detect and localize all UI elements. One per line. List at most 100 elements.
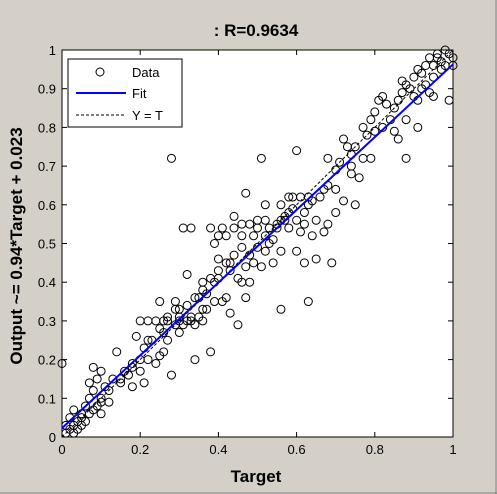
data-point bbox=[448, 60, 458, 70]
data-point bbox=[276, 200, 286, 210]
data-point bbox=[57, 358, 67, 368]
legend[interactable]: Data Fit Y = T bbox=[67, 58, 183, 128]
data-point bbox=[389, 126, 399, 136]
data-point bbox=[80, 401, 90, 411]
data-point bbox=[84, 378, 94, 388]
data-point bbox=[327, 258, 337, 268]
data-point bbox=[127, 382, 137, 392]
data-point bbox=[155, 297, 165, 307]
data-point bbox=[229, 250, 239, 260]
data-point bbox=[401, 153, 411, 163]
data-point bbox=[389, 103, 399, 113]
data-point bbox=[264, 239, 274, 248]
data-point bbox=[299, 219, 309, 229]
data-point bbox=[428, 91, 438, 101]
data-point bbox=[428, 60, 438, 70]
data-point bbox=[370, 126, 380, 136]
data-point bbox=[241, 262, 251, 272]
data-point bbox=[303, 297, 313, 307]
data-point bbox=[307, 196, 317, 206]
data-point bbox=[405, 84, 415, 94]
data-point bbox=[151, 358, 161, 368]
data-point bbox=[96, 393, 106, 403]
data-point bbox=[155, 324, 165, 334]
data-point bbox=[163, 316, 173, 326]
data-point bbox=[292, 146, 302, 156]
data-point bbox=[198, 316, 208, 326]
data-point bbox=[428, 72, 438, 82]
data-point bbox=[241, 293, 251, 303]
data-point bbox=[307, 231, 317, 241]
data-point bbox=[409, 72, 419, 82]
data-point bbox=[366, 153, 376, 163]
data-point bbox=[127, 358, 137, 368]
data-point bbox=[280, 215, 290, 225]
data-point bbox=[276, 246, 286, 256]
data-point bbox=[237, 242, 247, 252]
data-point bbox=[190, 355, 200, 365]
y-tick-label: 0.9 bbox=[38, 82, 56, 97]
data-point bbox=[323, 153, 333, 163]
data-point bbox=[299, 208, 309, 218]
legend-data-marker bbox=[95, 67, 105, 77]
data-point bbox=[112, 347, 122, 357]
data-point bbox=[378, 91, 388, 101]
data-point bbox=[182, 300, 192, 310]
data-point bbox=[233, 320, 243, 330]
data-point bbox=[311, 215, 321, 225]
data-point bbox=[241, 188, 251, 198]
data-point bbox=[358, 122, 368, 132]
data-point bbox=[206, 347, 216, 357]
data-point bbox=[253, 215, 262, 225]
y-tick-label: 0.4 bbox=[38, 275, 56, 290]
data-point bbox=[393, 95, 403, 105]
data-point bbox=[96, 397, 106, 407]
data-point bbox=[186, 316, 196, 326]
chart-title: : R=0.9634 bbox=[214, 21, 299, 40]
data-point bbox=[163, 335, 173, 345]
data-point bbox=[432, 49, 442, 59]
data-point bbox=[202, 289, 212, 299]
data-point bbox=[256, 262, 266, 272]
data-point bbox=[123, 370, 133, 380]
data-point bbox=[88, 362, 98, 372]
data-point bbox=[229, 211, 239, 221]
data-point bbox=[116, 378, 126, 388]
data-point bbox=[366, 115, 376, 125]
data-point bbox=[186, 223, 196, 233]
x-tick-label: 0.8 bbox=[366, 442, 384, 457]
data-point bbox=[292, 246, 302, 256]
data-point bbox=[370, 107, 380, 117]
data-point bbox=[96, 366, 106, 376]
legend-fit-label: Fit bbox=[132, 86, 147, 101]
x-tick-label: 0 bbox=[58, 442, 65, 457]
data-point bbox=[92, 374, 102, 384]
data-point bbox=[159, 316, 169, 326]
data-point bbox=[315, 192, 325, 202]
data-point bbox=[174, 316, 184, 326]
data-point bbox=[198, 304, 208, 314]
data-point bbox=[397, 88, 407, 98]
data-point bbox=[77, 413, 87, 423]
data-point bbox=[237, 277, 247, 287]
data-point bbox=[202, 304, 212, 314]
data-point bbox=[213, 254, 223, 264]
y-tick-label: 0.1 bbox=[38, 391, 56, 406]
data-point bbox=[260, 200, 270, 210]
data-point bbox=[253, 242, 262, 252]
data-point bbox=[206, 223, 216, 233]
data-point bbox=[245, 219, 255, 229]
data-point bbox=[284, 223, 294, 233]
y-tick-label: 0.7 bbox=[38, 159, 56, 174]
data-point bbox=[354, 173, 364, 183]
fit-line bbox=[61, 63, 454, 429]
x-tick-label: 0.6 bbox=[288, 442, 306, 457]
y-tick-label: 0.2 bbox=[38, 353, 56, 368]
y-tick-label: 0.6 bbox=[38, 198, 56, 213]
data-point bbox=[139, 378, 149, 388]
data-point bbox=[116, 374, 126, 384]
data-point bbox=[225, 258, 235, 268]
data-point bbox=[245, 250, 255, 260]
data-point bbox=[174, 328, 184, 338]
